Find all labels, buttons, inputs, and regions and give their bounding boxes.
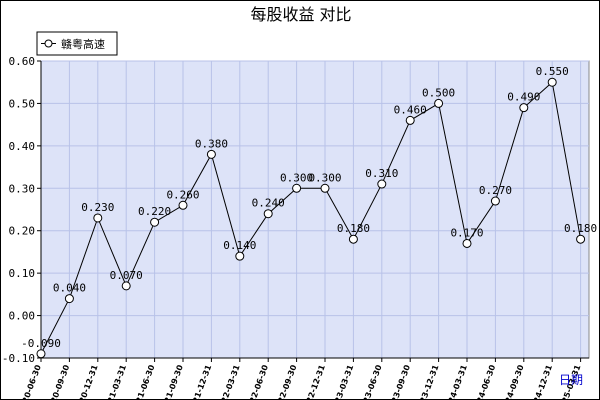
data-label: 0.260 <box>166 188 199 201</box>
data-point <box>292 183 302 193</box>
x-tick-label: 2021-12-31 <box>187 363 213 399</box>
x-tick-label: 2024-09-30 <box>500 363 526 399</box>
x-tick-label: 2020-06-30 <box>17 363 43 399</box>
data-label: -0.090 <box>21 337 61 350</box>
data-label: 0.180 <box>564 222 597 235</box>
series-layer: -0.090 0.040 0.230 0.070 0.220 0.260 0.380 0.14… <box>21 65 597 359</box>
x-tick-label: 2024-03-31 <box>443 363 469 399</box>
y-tick-label: 0.00 <box>9 310 36 323</box>
data-label: 0.230 <box>81 201 114 214</box>
data-label: 0.500 <box>422 86 455 99</box>
data-label: 0.380 <box>195 137 228 150</box>
data-point <box>576 234 586 244</box>
y-tick-label: -0.10 <box>2 352 35 365</box>
y-axis: -0.10 0.00 0.10 0.20 0.30 0.40 0.50 0.60 <box>2 55 42 365</box>
data-label: 0.300 <box>308 171 341 184</box>
data-point <box>36 349 46 359</box>
x-tick-label: 2024-12-31 <box>528 363 554 399</box>
y-tick-label: 0.50 <box>9 97 36 110</box>
legend-label: 赣粤高速 <box>61 37 105 51</box>
y-tick-label: 0.10 <box>9 267 36 280</box>
data-point <box>434 98 444 108</box>
data-point <box>93 213 103 223</box>
data-point <box>490 196 500 206</box>
data-label: 0.300 <box>280 171 313 184</box>
data-label: 0.140 <box>223 239 256 252</box>
data-point <box>462 238 472 248</box>
x-tick-label: 2022-06-30 <box>244 363 270 399</box>
data-label: 0.040 <box>53 282 86 295</box>
data-label: 0.270 <box>479 184 512 197</box>
x-axis: 2020-06-30 2020-09-30 2020-12-31 2021-03-31… <box>17 357 589 399</box>
legend-marker-icon <box>44 39 53 48</box>
x-tick-label: 2023-09-30 <box>386 363 412 399</box>
data-point <box>150 217 160 227</box>
data-label: 0.180 <box>337 222 370 235</box>
data-point <box>377 179 387 189</box>
x-tick-label: 2023-06-30 <box>358 363 384 399</box>
data-label: 0.460 <box>394 103 427 116</box>
data-point <box>263 209 273 219</box>
legend: 赣粤高速 <box>36 31 118 56</box>
data-label: 0.220 <box>138 205 171 218</box>
data-label: 0.240 <box>252 197 285 210</box>
data-point <box>178 200 188 210</box>
data-point <box>206 149 216 159</box>
data-point <box>519 103 529 113</box>
data-label: 0.070 <box>110 269 143 282</box>
data-label: 0.170 <box>450 226 483 239</box>
data-point <box>64 294 74 304</box>
data-point <box>547 77 557 87</box>
chart-title: 每股收益 对比 <box>250 5 351 24</box>
x-tick-label: 2021-09-30 <box>159 363 185 399</box>
x-tick-label: 2021-06-30 <box>131 363 157 399</box>
y-tick-label: 0.60 <box>9 55 36 68</box>
x-tick-label: 2020-09-30 <box>45 363 71 399</box>
x-axis-title: 日期 <box>559 373 583 387</box>
x-tick-label: 2023-03-31 <box>329 363 355 399</box>
data-point <box>121 281 131 291</box>
y-tick-label: 0.30 <box>9 182 36 195</box>
x-tick-label: 2022-09-30 <box>273 363 299 399</box>
legend-box <box>36 31 118 56</box>
x-tick-label: 2022-03-31 <box>216 363 242 399</box>
y-tick-label: 0.20 <box>9 225 36 238</box>
x-tick-label: 2024-06-30 <box>471 363 497 399</box>
data-point <box>320 183 330 193</box>
data-point <box>405 115 415 125</box>
x-tick-label: 2021-03-31 <box>102 363 128 399</box>
data-label: 0.550 <box>536 65 569 78</box>
y-tick-label: 0.40 <box>9 140 36 153</box>
x-tick-label: 2022-12-31 <box>301 363 327 399</box>
series-line <box>40 81 582 354</box>
data-point <box>348 234 358 244</box>
data-label: 0.310 <box>365 167 398 180</box>
plot-area <box>40 60 590 359</box>
data-label: 0.490 <box>507 91 540 104</box>
x-tick-label: 2020-12-31 <box>74 363 100 399</box>
x-tick-label: 2023-12-31 <box>415 363 441 399</box>
data-point <box>235 251 245 261</box>
